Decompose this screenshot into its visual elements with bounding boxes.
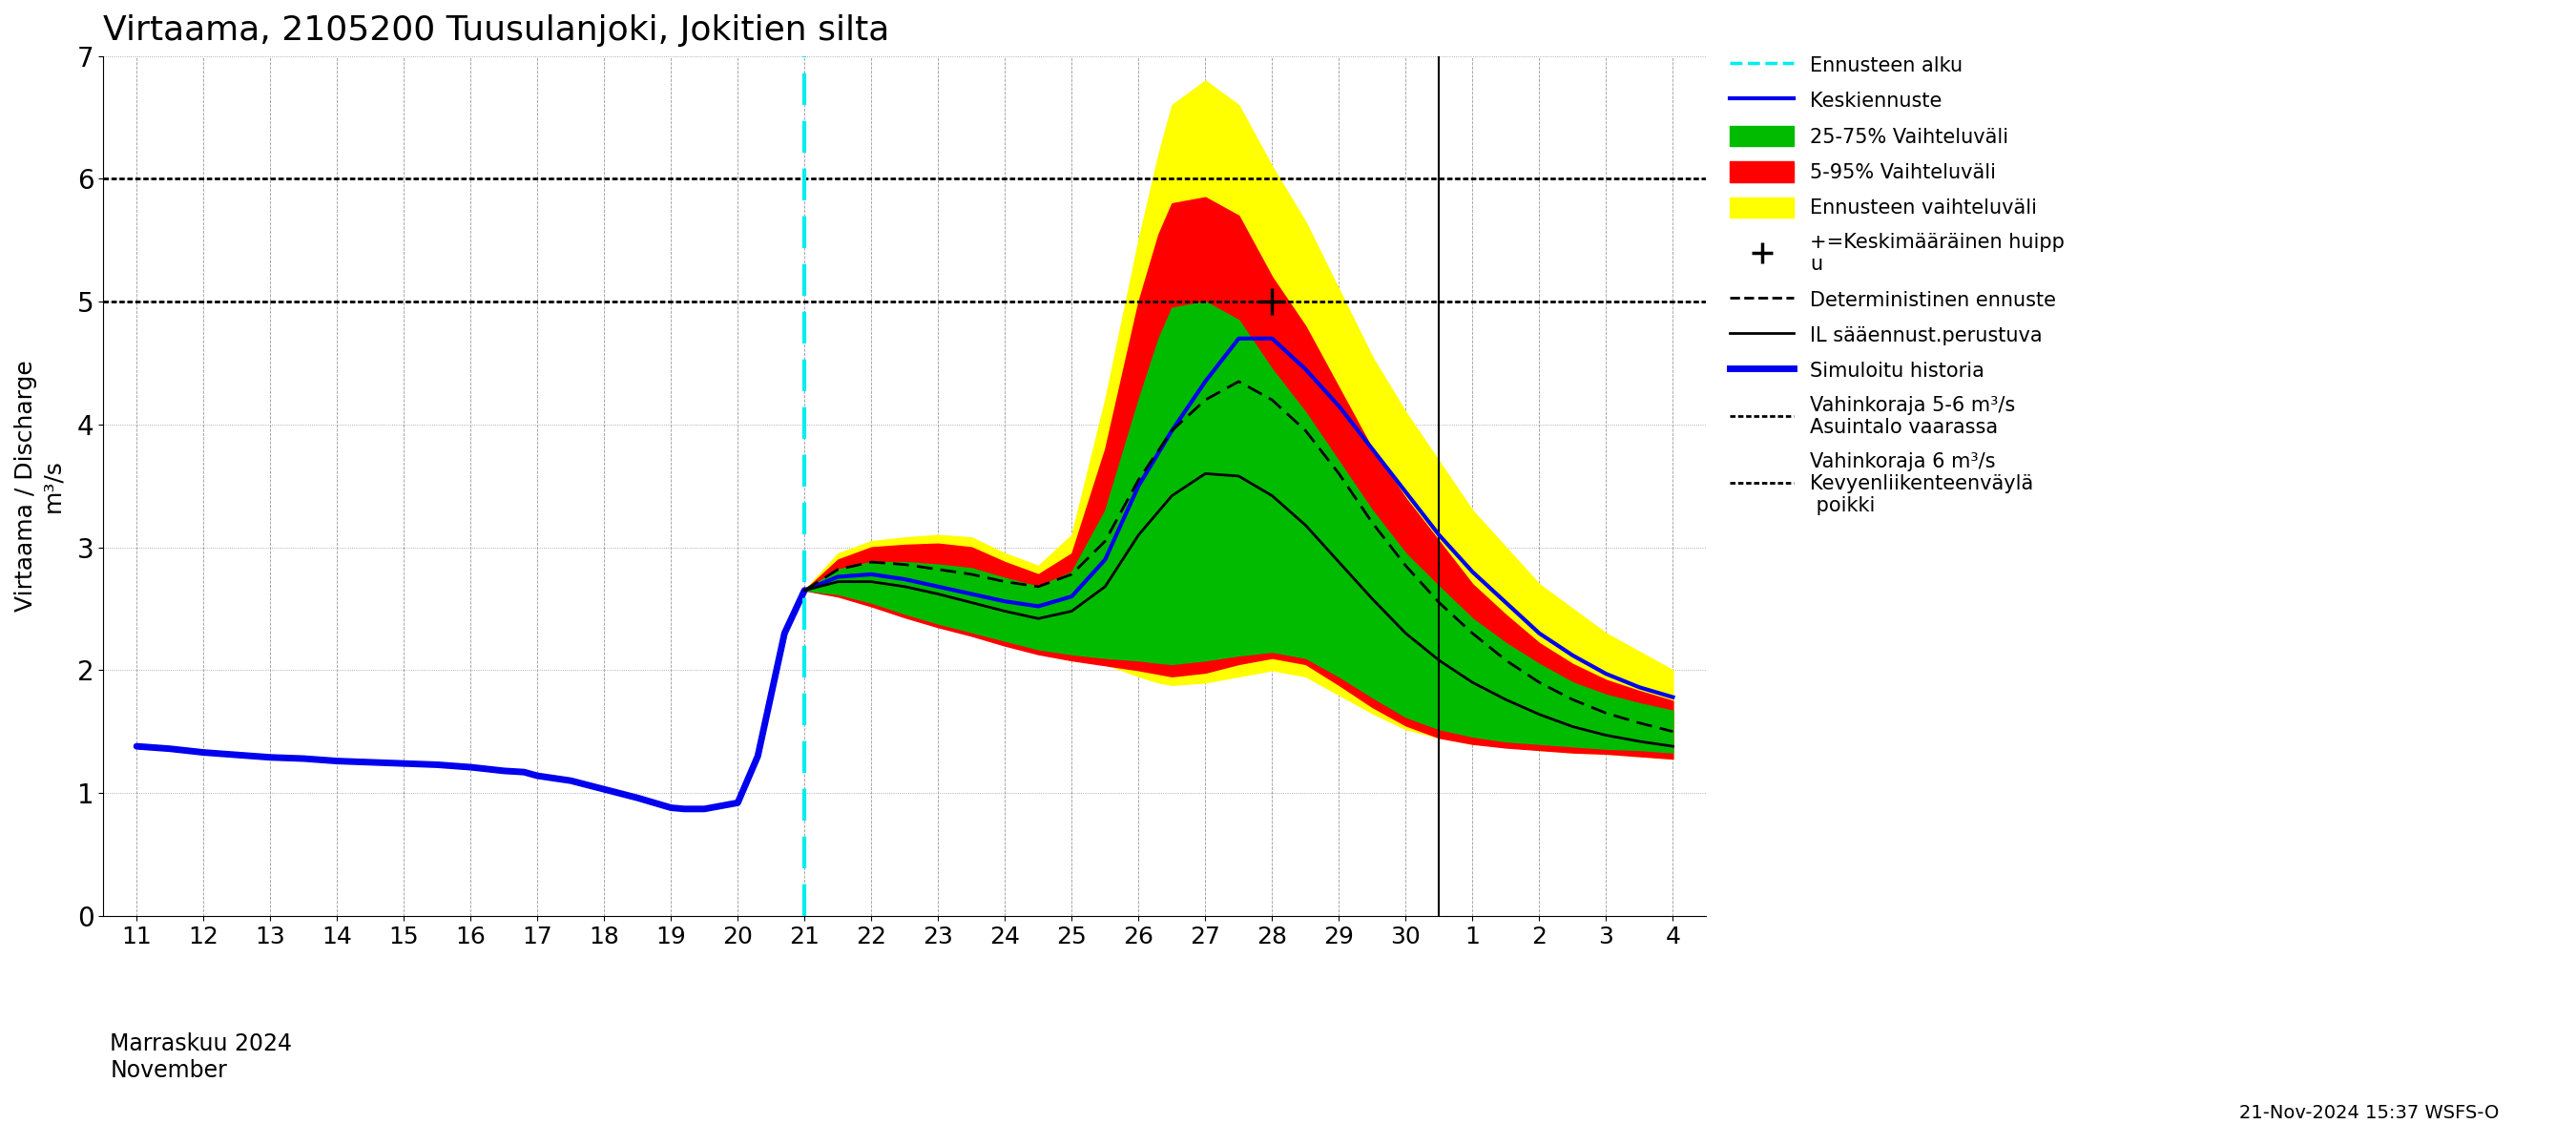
Text: 21-Nov-2024 15:37 WSFS-O: 21-Nov-2024 15:37 WSFS-O <box>2239 1104 2499 1122</box>
Text: Marraskuu 2024
November: Marraskuu 2024 November <box>111 1033 291 1082</box>
Text: Virtaama, 2105200 Tuusulanjoki, Jokitien silta: Virtaama, 2105200 Tuusulanjoki, Jokitien… <box>103 14 889 47</box>
Y-axis label: Virtaama / Discharge
m³/s: Virtaama / Discharge m³/s <box>15 360 64 611</box>
Legend: Ennusteen alku, Keskiennuste, 25-75% Vaihteluväli, 5-95% Vaihteluväli, Ennusteen: Ennusteen alku, Keskiennuste, 25-75% Vai… <box>1723 49 2071 521</box>
